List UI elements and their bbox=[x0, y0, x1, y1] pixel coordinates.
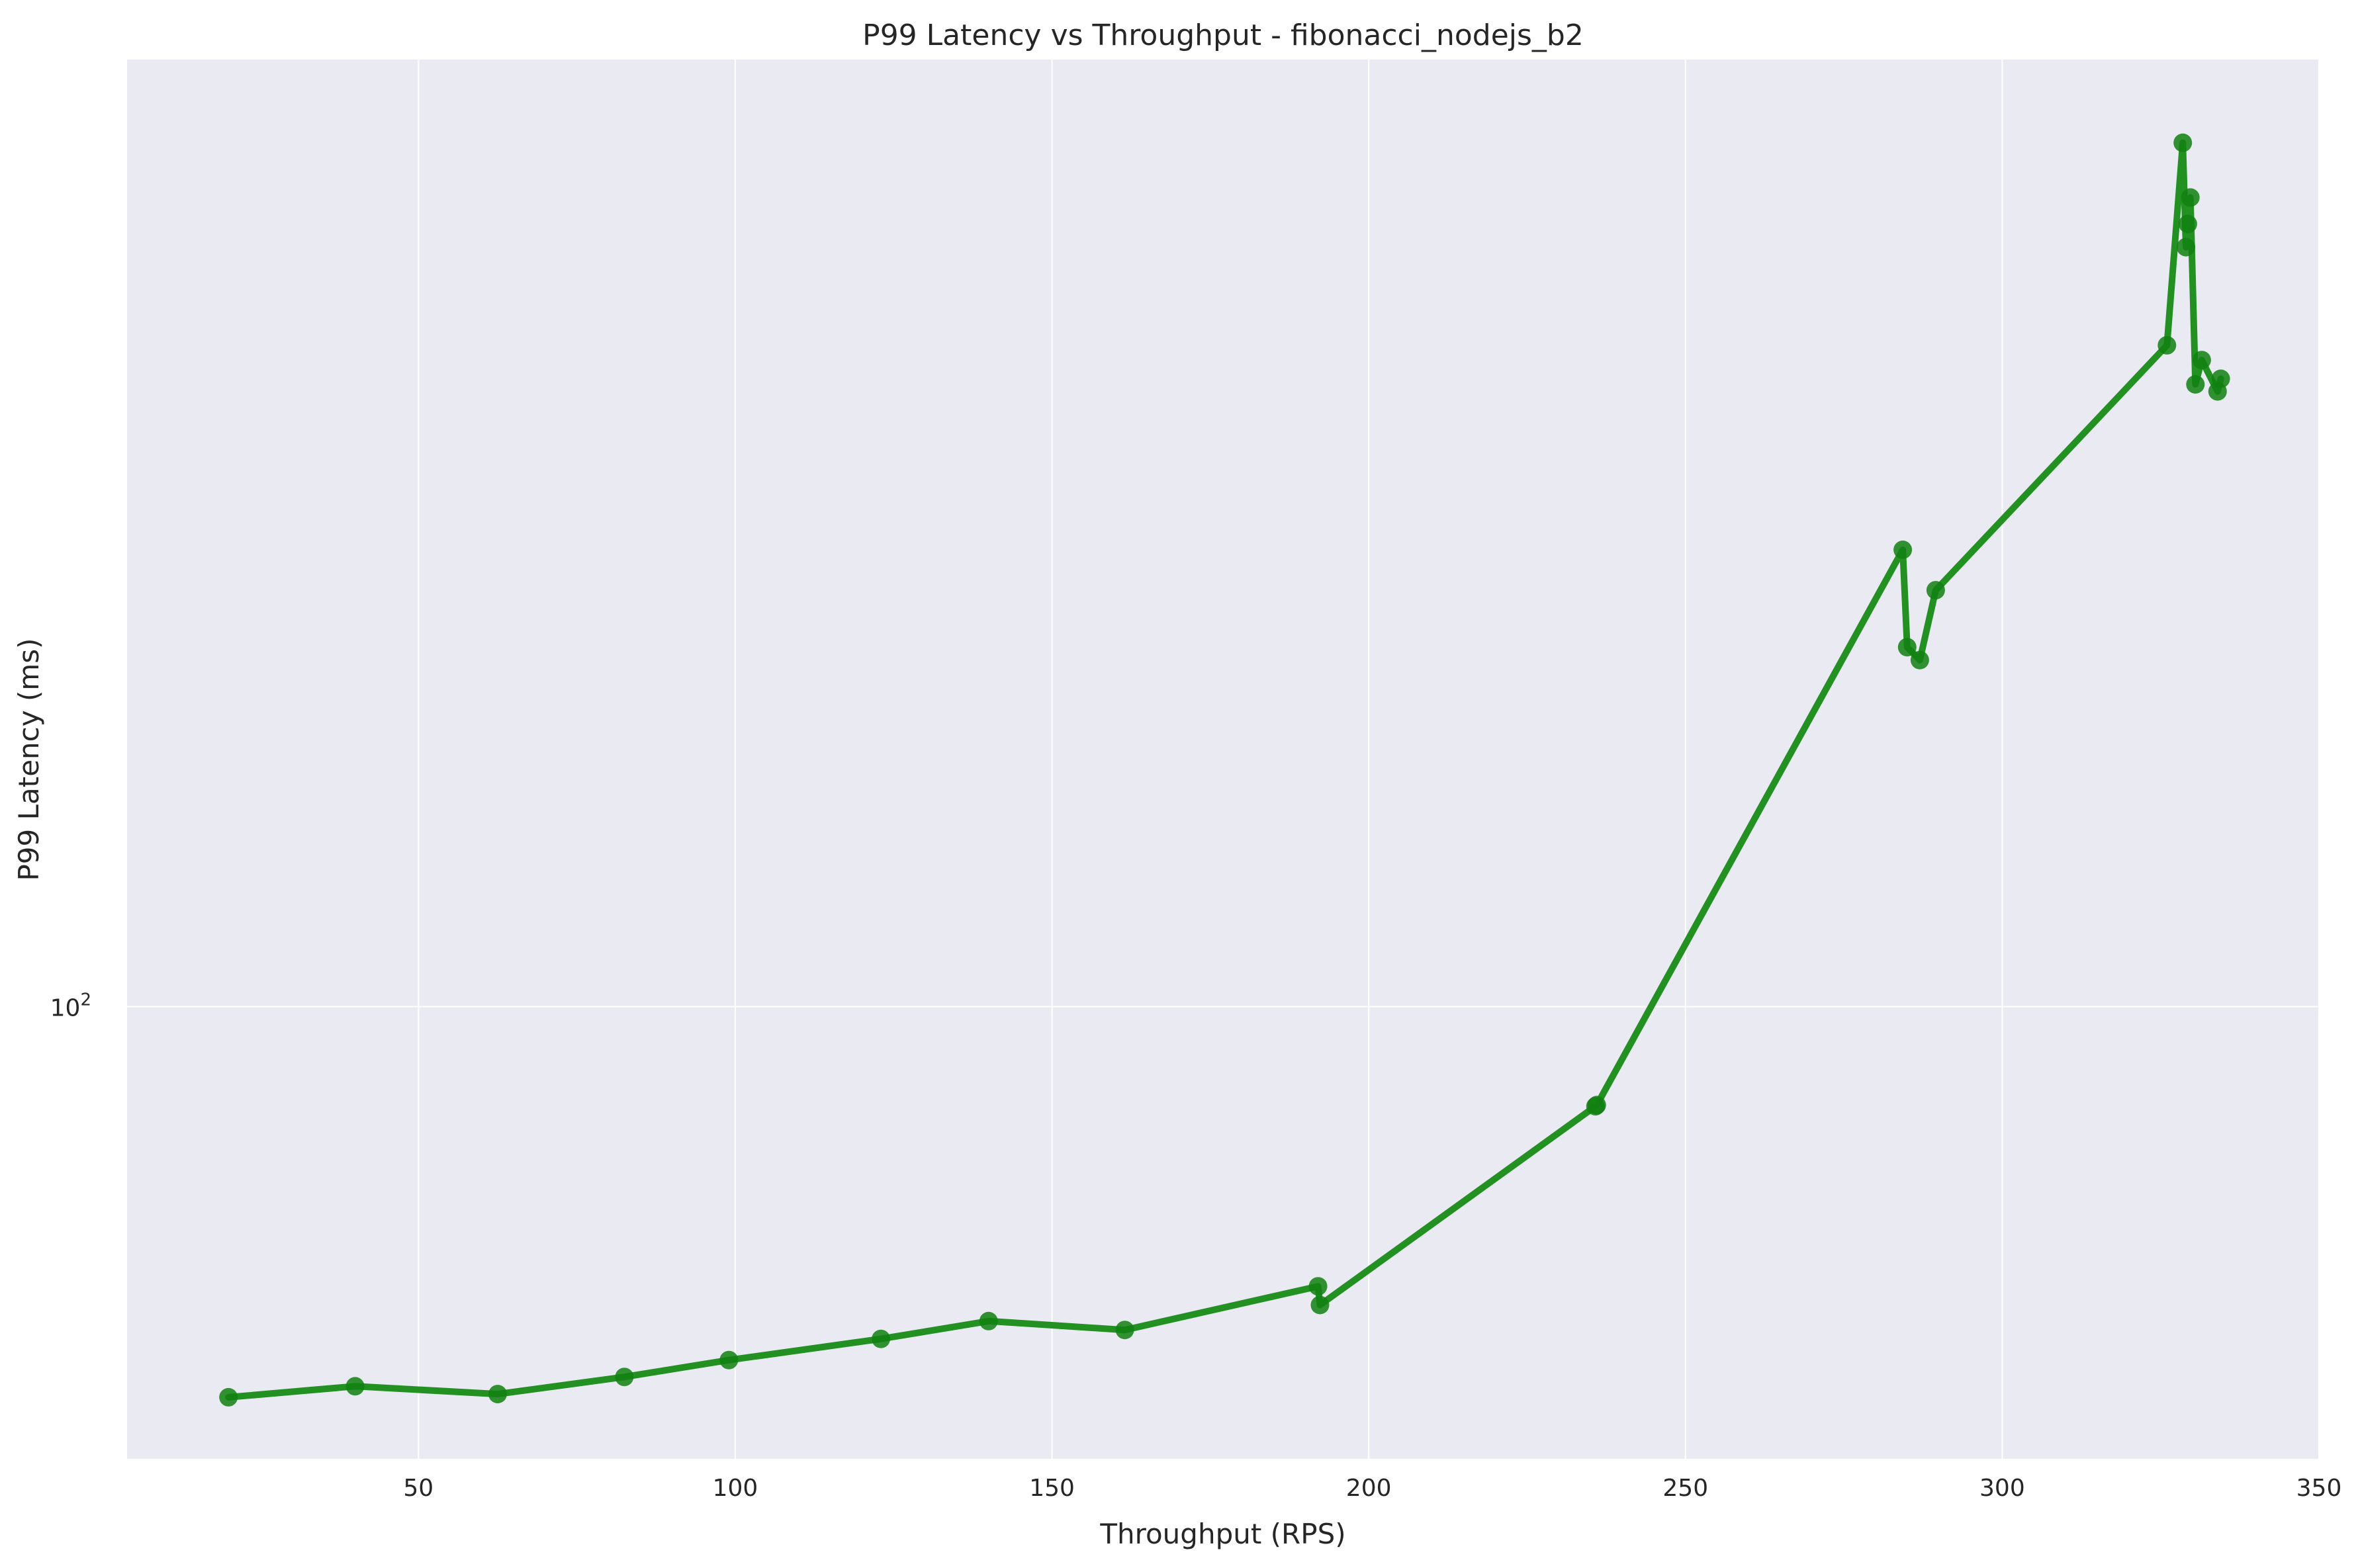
data-point bbox=[2181, 188, 2200, 207]
x-tick-label: 100 bbox=[713, 1475, 758, 1502]
x-tick-label: 50 bbox=[403, 1475, 433, 1502]
data-point bbox=[219, 1387, 238, 1407]
data-point bbox=[719, 1350, 739, 1370]
y-tick-exponent: 2 bbox=[80, 990, 91, 1010]
data-point bbox=[2192, 351, 2211, 370]
y-tick-label-100: 102 bbox=[50, 990, 91, 1022]
data-point bbox=[1926, 581, 1945, 600]
x-tick-label: 350 bbox=[2296, 1475, 2342, 1502]
data-point bbox=[1308, 1277, 1328, 1296]
grid-lines bbox=[127, 60, 2320, 1459]
data-point bbox=[2211, 369, 2230, 388]
data-point bbox=[615, 1368, 634, 1387]
data-point bbox=[1893, 541, 1913, 559]
data-point bbox=[2177, 238, 2195, 257]
data-point bbox=[2186, 375, 2205, 394]
data-point bbox=[1310, 1295, 1330, 1315]
data-point bbox=[1587, 1096, 1606, 1115]
svg-text:102: 102 bbox=[50, 990, 91, 1022]
y-axis-label: P99 Latency (ms) bbox=[13, 638, 45, 881]
data-point bbox=[2157, 335, 2177, 355]
data-point bbox=[979, 1311, 998, 1330]
data-point bbox=[1897, 638, 1917, 657]
data-point bbox=[2178, 214, 2197, 234]
x-axis-label: Throughput (RPS) bbox=[1099, 1518, 1345, 1550]
x-tick-label: 250 bbox=[1662, 1475, 1708, 1502]
data-point bbox=[872, 1329, 891, 1348]
x-tick-label: 300 bbox=[1979, 1475, 2025, 1502]
data-point bbox=[1910, 650, 1929, 670]
tick-labels: 50 100 150 200 250 300 350 bbox=[403, 1475, 2341, 1502]
data-point bbox=[1115, 1321, 1134, 1340]
data-point bbox=[345, 1377, 365, 1396]
x-tick-label: 150 bbox=[1029, 1475, 1075, 1502]
data-point bbox=[488, 1385, 507, 1404]
chart-title: P99 Latency vs Throughput - fibonacci_no… bbox=[862, 19, 1584, 52]
plot-area bbox=[127, 60, 2319, 1459]
y-tick-base: 10 bbox=[50, 994, 81, 1022]
data-point bbox=[2173, 133, 2193, 152]
series-layer bbox=[219, 133, 2230, 1407]
x-tick-label: 200 bbox=[1346, 1475, 1392, 1502]
